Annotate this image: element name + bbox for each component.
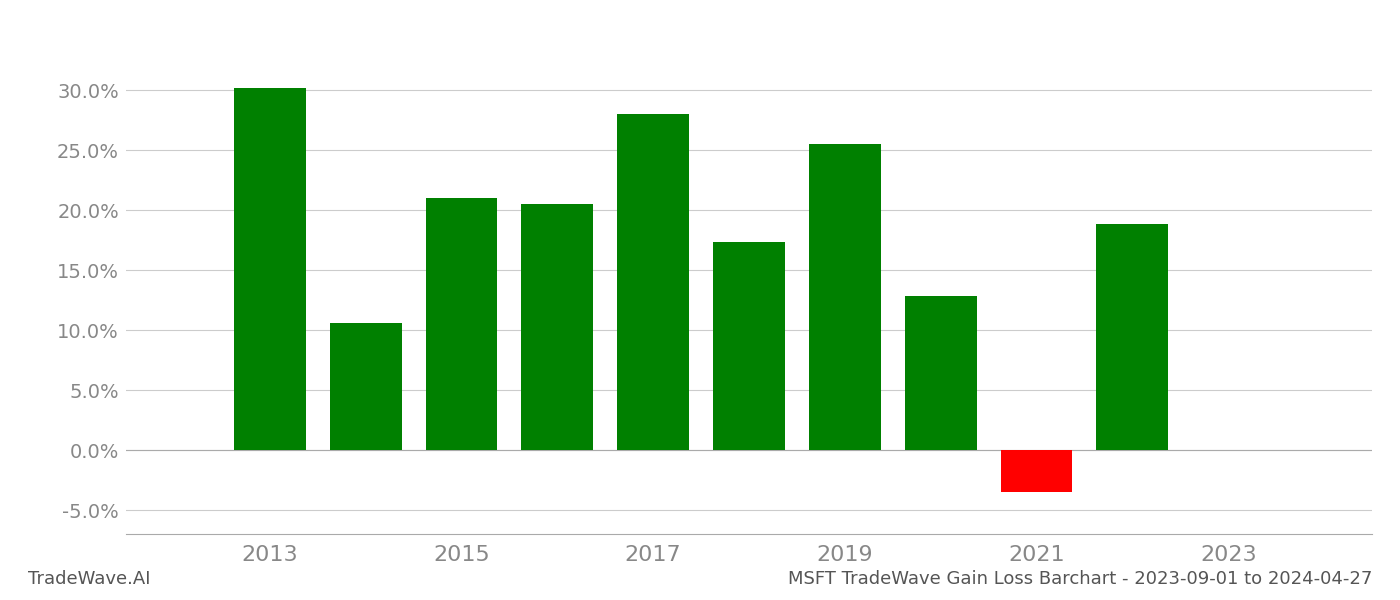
- Bar: [1001, 450, 1072, 492]
- Bar: [617, 114, 689, 450]
- Text: MSFT TradeWave Gain Loss Barchart - 2023-09-01 to 2024-04-27: MSFT TradeWave Gain Loss Barchart - 2023…: [788, 570, 1372, 588]
- Bar: [713, 242, 785, 450]
- Bar: [809, 144, 881, 450]
- Bar: [904, 296, 977, 450]
- Text: TradeWave.AI: TradeWave.AI: [28, 570, 151, 588]
- Bar: [329, 323, 402, 450]
- Bar: [521, 204, 594, 450]
- Bar: [1096, 224, 1169, 450]
- Bar: [426, 198, 497, 450]
- Bar: [234, 88, 305, 450]
